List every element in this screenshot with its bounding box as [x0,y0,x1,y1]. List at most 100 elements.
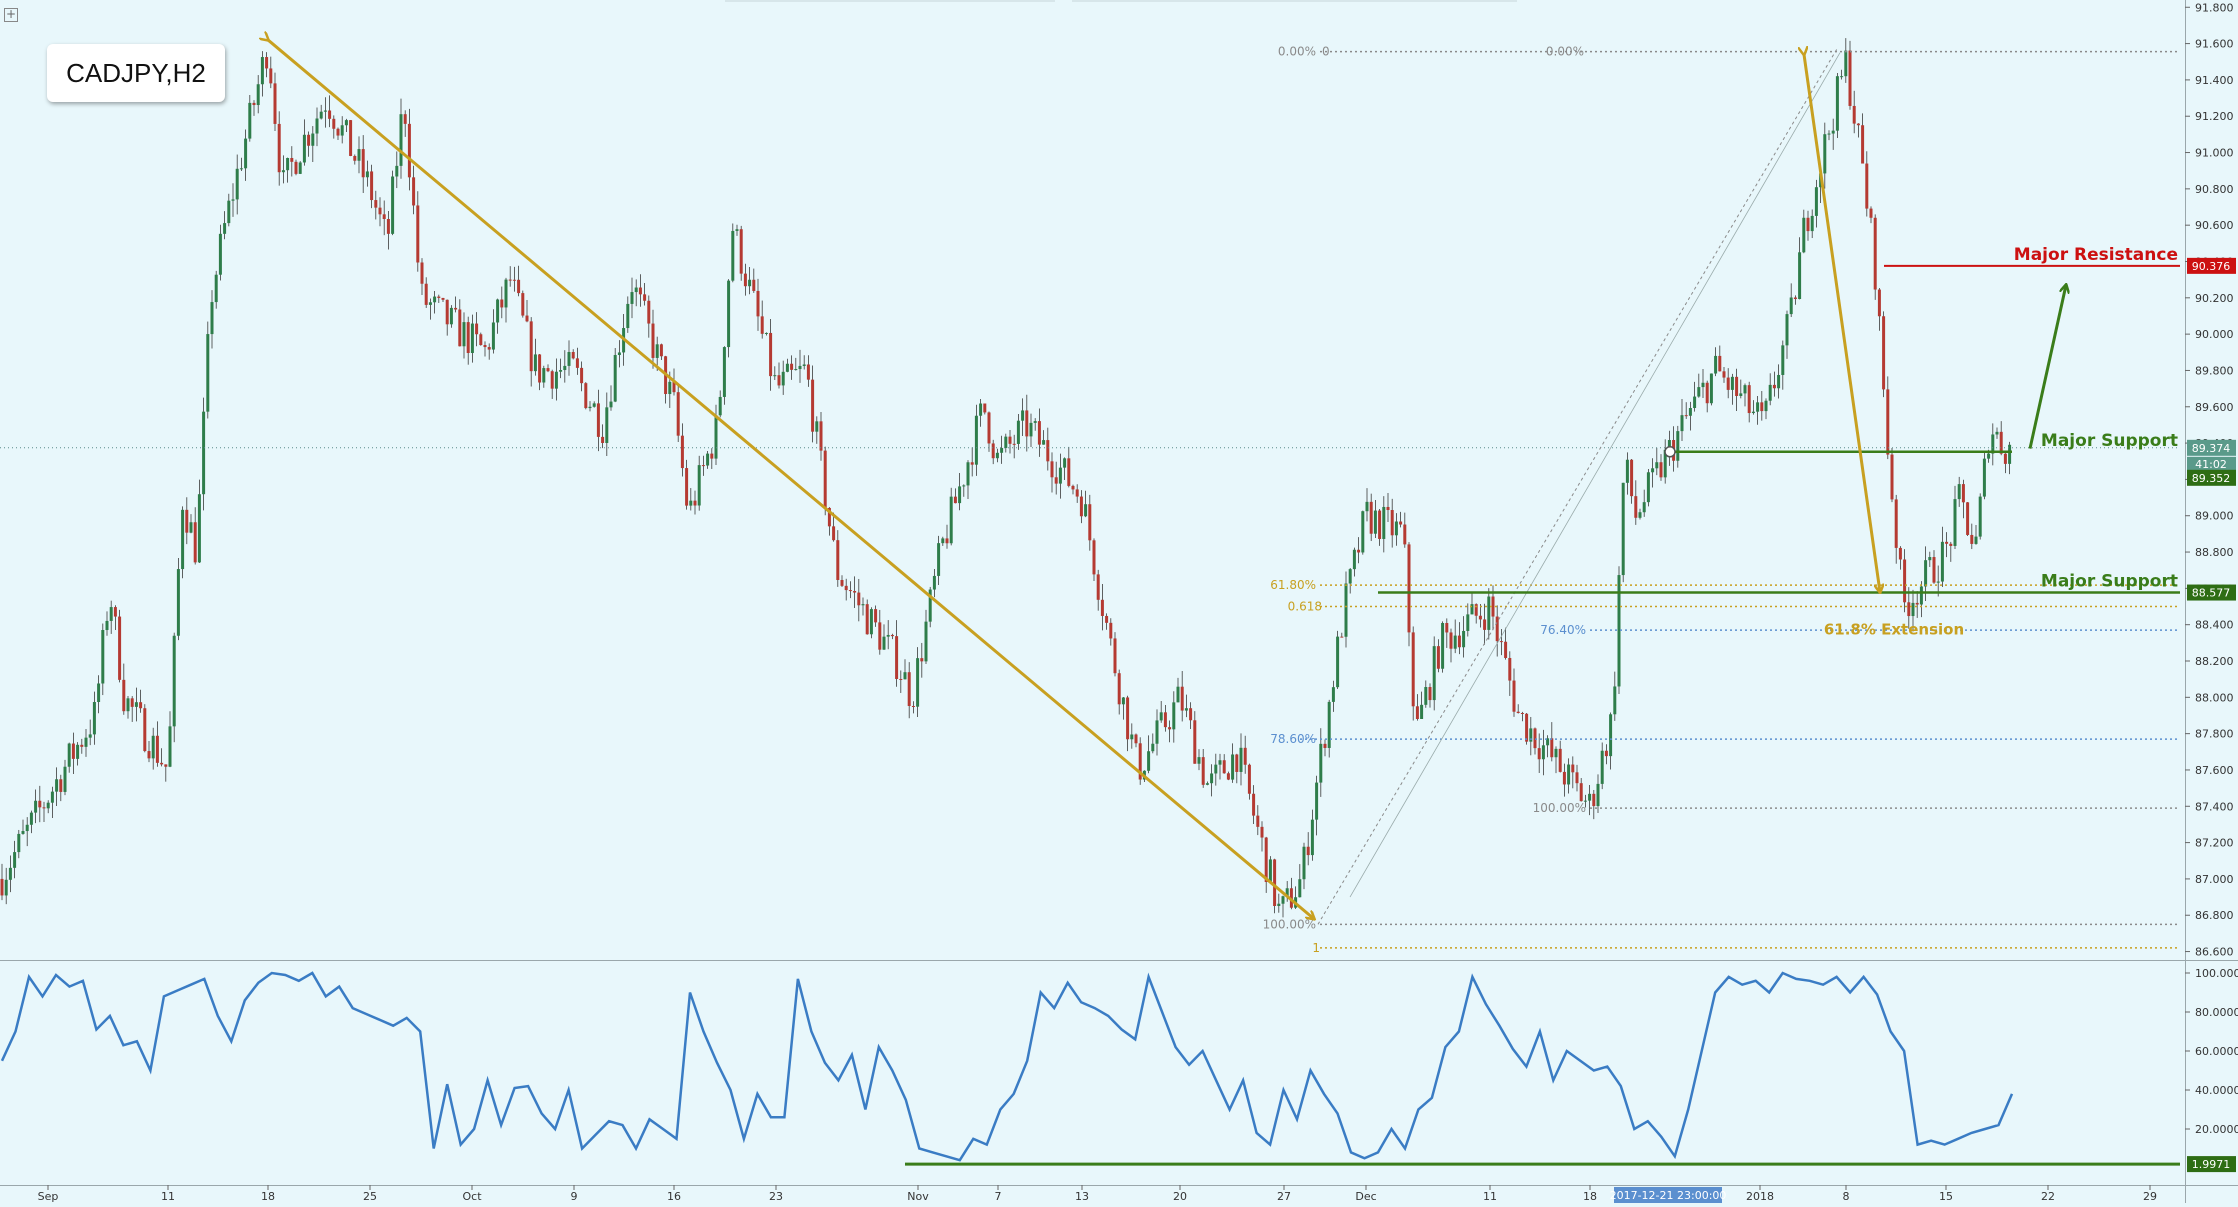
toolbar-strip [1072,0,1517,2]
candle-body [1357,549,1361,553]
candle-body [248,102,252,139]
price-tick-label: 89.600 [2195,401,2234,414]
candle-body [794,369,798,371]
candle-body [370,171,374,201]
candle-body [386,219,390,234]
candle-body [1781,345,1785,375]
candle-body [1436,646,1440,669]
current-price-badge-bg [2187,439,2236,456]
candle-body [1722,371,1726,378]
candle-body [1966,502,1970,535]
candle-body [1109,622,1113,639]
candle-body [840,579,844,586]
candle-body [1058,467,1062,484]
candle-body [109,607,113,621]
candle-body [1063,458,1067,468]
candle-body [613,355,617,402]
candle-body [281,170,285,173]
candle-body [1252,793,1256,816]
major-support-label: Major Support [2041,572,2178,592]
candle-body [798,365,802,370]
major-resistance-label: Major Resistance [2014,245,2178,265]
candle-body [1075,489,1079,497]
fib-trend-line [1317,46,1839,925]
candle-body [8,867,12,880]
candle-body [1130,734,1134,740]
candle-body [1000,447,1004,453]
candle-body [991,443,995,459]
fib-label-0: 0.00% [1278,45,1316,59]
candle-body [676,392,680,436]
candle-body [1113,638,1117,674]
candle-body [575,358,579,368]
countdown-badge: 41:02 [2195,458,2227,471]
candle-body [1520,712,1524,714]
toolbar-strip [725,0,1055,2]
rsi-value-badge: 1.9971 [2192,1158,2231,1171]
price-tick-label: 90.200 [2195,292,2234,305]
candle-body [1768,384,1772,401]
candle-body [1567,764,1571,785]
price-tick-label: 90.600 [2195,219,2234,232]
candle-body [437,296,441,298]
symbol-label[interactable]: CADJPY,H2 [47,44,225,102]
candle-body [1613,686,1617,715]
price-tick-label: 87.000 [2195,873,2234,886]
candle-body [1835,76,1839,131]
candle-body [609,401,613,408]
candle-body [1516,711,1520,713]
candle-body [1331,687,1335,702]
candle-body [361,149,365,178]
candle-body [504,279,508,308]
candle-body [1529,728,1533,742]
candle-body [1306,846,1310,856]
candle-body [760,316,764,334]
candle-body [1810,215,1814,232]
fib-label-right-764: 76.40% [1540,623,1586,637]
candle-body [1814,187,1818,216]
candle-body [890,634,894,637]
candle-body [1525,713,1529,742]
candle-body [449,307,453,325]
candle-body [748,279,752,287]
candle-body [1373,510,1377,534]
candle-body [403,114,407,124]
candle-body [4,879,8,896]
candle-body [416,205,420,263]
candle-body [1197,757,1201,764]
candle-body [764,332,768,334]
candle-body [118,616,122,680]
time-tick-label: 2018 [1746,1190,1774,1203]
candle-body [542,368,546,383]
price-tick-label: 91.600 [2195,38,2234,51]
chart-settings-icon[interactable]: + [4,7,18,22]
candle-body [1386,506,1390,511]
time-tick-label: 29 [2143,1190,2157,1203]
swing-arrow [1804,54,1880,592]
candle-body [1861,125,1865,164]
candle-body [1117,673,1121,705]
candle-body [1991,434,1995,454]
candle-body [878,622,882,650]
candle-body [1424,687,1428,705]
candle-body [1693,396,1697,409]
candle-body [1701,382,1705,388]
candle-body [1428,687,1432,701]
candle-body [1029,422,1033,437]
candle-body [155,735,159,763]
candle-body [336,128,340,136]
candle-body [1512,680,1516,712]
time-tick-label: Oct [462,1190,482,1203]
candle-body [353,155,357,161]
candle-body [1042,440,1046,445]
candle-body [412,177,416,206]
candle-body [1655,462,1659,469]
candle-body [1558,748,1562,772]
candle-body [588,406,592,409]
candle-body [1487,596,1491,630]
crosshair-date-badge [1614,1187,1722,1203]
candle-body [1919,586,1923,605]
